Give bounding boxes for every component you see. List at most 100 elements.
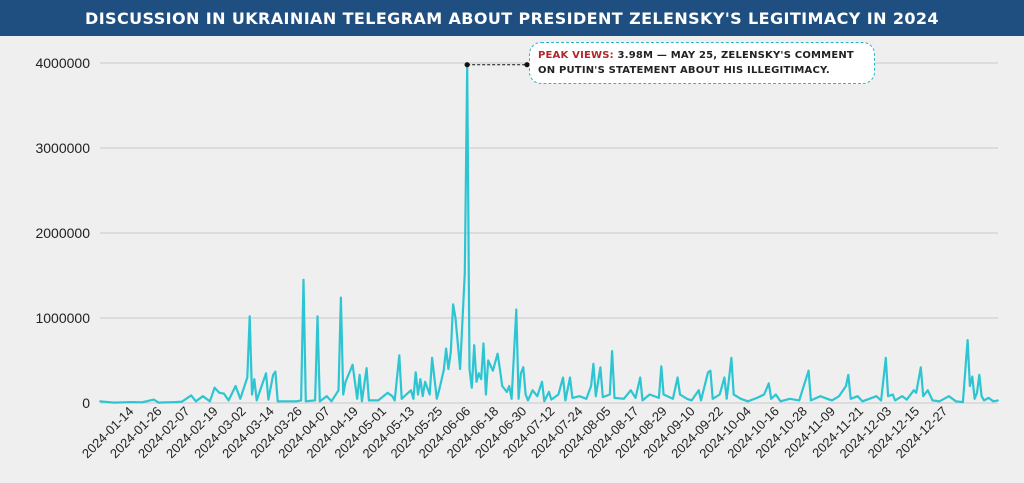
data-point <box>807 369 810 372</box>
data-point <box>709 369 712 372</box>
data-point <box>847 374 850 376</box>
series-line <box>99 63 999 404</box>
data-point <box>658 397 660 399</box>
data-point <box>344 380 347 383</box>
data-point <box>398 354 401 357</box>
data-point <box>912 389 915 392</box>
data-point <box>641 399 644 402</box>
data-point <box>239 397 242 400</box>
data-point <box>594 395 597 398</box>
data-point <box>459 368 462 370</box>
data-point <box>520 372 522 375</box>
data-point <box>915 391 918 394</box>
data-point <box>276 400 279 403</box>
data-point <box>349 369 352 372</box>
data-point <box>527 399 529 402</box>
data-point <box>267 398 270 401</box>
y-tick-label: 0 <box>82 395 90 411</box>
data-point <box>700 399 702 402</box>
data-point <box>417 393 419 396</box>
peak-text: 3.98M — MAY 25, ZELENSKY'S COMMENT ON PU… <box>538 50 854 76</box>
peak-callout: PEAK VIEWS: 3.98M — MAY 25, ZELENSKY'S C… <box>529 42 875 84</box>
data-point <box>274 370 277 373</box>
data-point <box>283 400 286 403</box>
data-point <box>506 391 508 393</box>
data-point <box>368 399 370 402</box>
data-point <box>246 376 249 379</box>
data-point <box>919 366 922 369</box>
data-point <box>732 393 735 396</box>
data-point <box>356 397 359 400</box>
data-point <box>314 399 317 402</box>
data-point <box>438 389 440 392</box>
data-point <box>424 380 426 383</box>
data-point <box>599 366 602 369</box>
data-point <box>190 394 193 397</box>
y-tick-label: 4000000 <box>35 55 90 71</box>
data-point <box>856 395 859 398</box>
data-point <box>966 339 969 341</box>
data-point <box>272 374 274 376</box>
data-point <box>861 400 864 403</box>
data-point <box>770 397 773 400</box>
data-point <box>218 391 221 394</box>
data-point <box>227 399 230 402</box>
data-point <box>482 342 485 345</box>
data-point <box>129 401 132 404</box>
data-point <box>337 389 340 392</box>
data-point <box>339 296 342 299</box>
data-point <box>463 272 466 274</box>
data-point <box>707 371 709 374</box>
data-point <box>508 385 511 387</box>
data-point <box>901 395 904 398</box>
data-point <box>473 344 476 347</box>
data-point <box>431 357 433 359</box>
data-point <box>251 393 253 396</box>
data-point <box>491 369 494 372</box>
data-point <box>255 399 258 402</box>
data-point <box>234 385 237 387</box>
data-point <box>209 400 211 403</box>
data-point <box>550 398 553 401</box>
data-point <box>484 393 487 396</box>
data-point <box>414 371 417 374</box>
data-point <box>639 376 642 379</box>
data-point <box>351 363 354 366</box>
data-point <box>613 397 616 399</box>
data-point <box>730 357 733 359</box>
data-point <box>955 400 957 403</box>
data-point <box>405 393 408 396</box>
data-point <box>676 376 679 379</box>
data-point <box>475 380 478 383</box>
data-point <box>410 389 412 392</box>
data-point <box>660 365 663 368</box>
data-point <box>194 400 197 403</box>
data-point <box>947 395 950 398</box>
data-point <box>421 395 424 398</box>
data-point <box>973 397 976 400</box>
data-point <box>826 397 829 400</box>
data-point <box>894 399 897 402</box>
data-point <box>445 347 448 350</box>
data-point <box>152 398 155 401</box>
data-point <box>248 315 251 318</box>
data-point <box>971 375 974 378</box>
data-point <box>648 393 651 396</box>
data-point <box>517 397 520 400</box>
data-point <box>571 397 574 399</box>
data-point <box>501 385 504 387</box>
data-point <box>978 374 981 376</box>
data-point <box>454 317 457 319</box>
data-point <box>739 397 742 400</box>
data-point <box>496 352 499 355</box>
data-point <box>938 400 941 403</box>
data-point <box>592 363 595 365</box>
data-point <box>304 400 307 403</box>
data-point <box>868 397 871 400</box>
data-point <box>725 397 728 400</box>
data-point <box>99 400 101 403</box>
data-point <box>767 382 770 385</box>
data-point <box>608 393 611 396</box>
data-point <box>541 380 543 383</box>
data-point <box>141 401 143 404</box>
